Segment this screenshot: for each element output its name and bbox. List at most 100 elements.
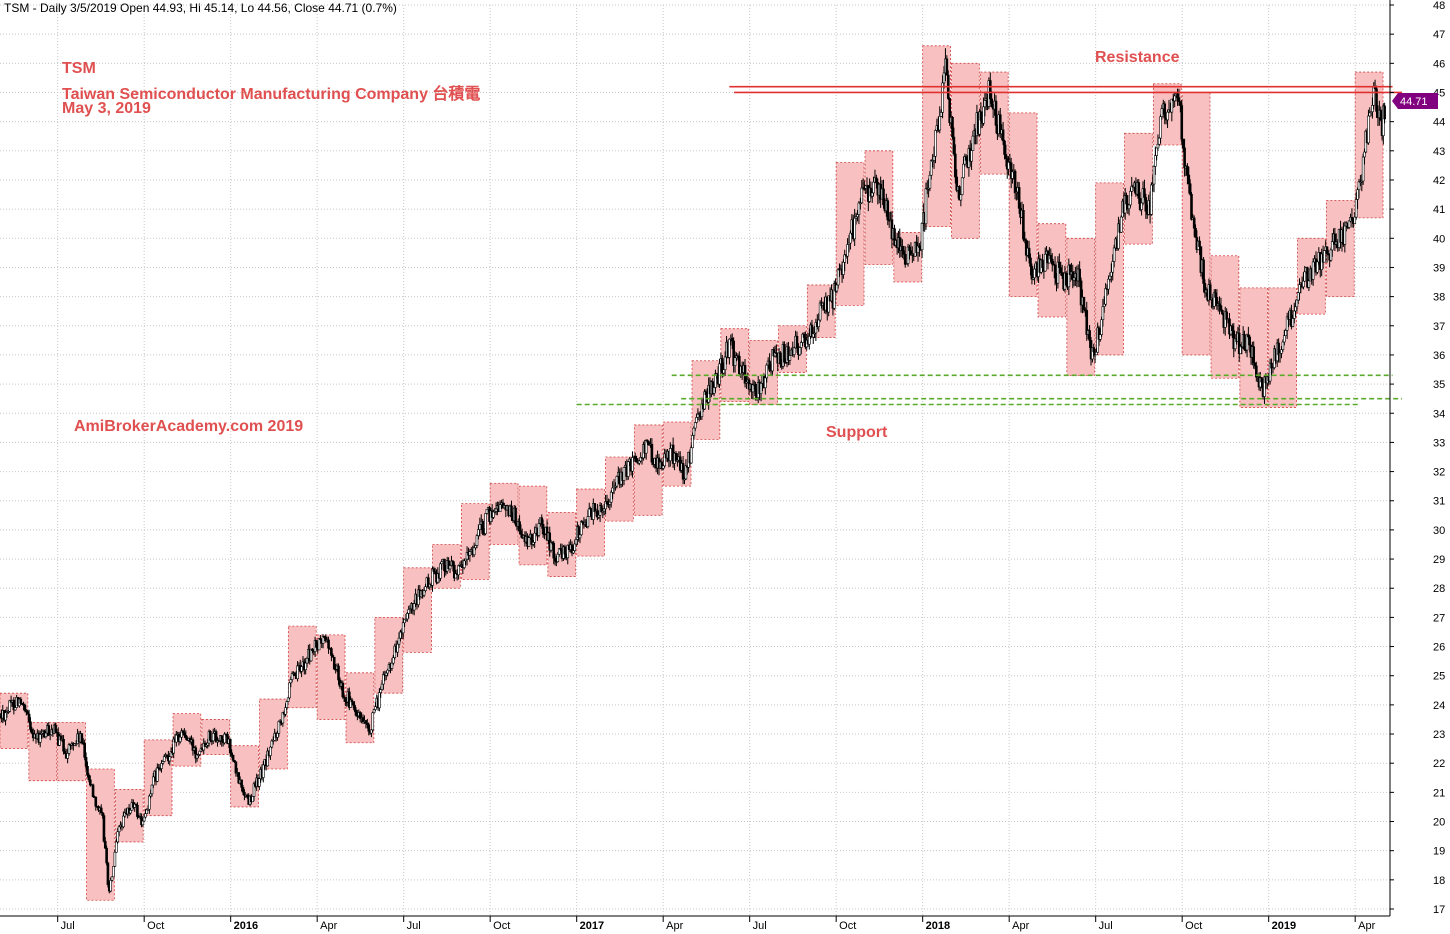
candle-body: [959, 194, 963, 201]
candle-body: [1160, 108, 1164, 117]
candle-body: [270, 740, 274, 748]
candle-body: [266, 750, 269, 767]
candle-body: [1198, 240, 1201, 248]
candle-body: [1294, 306, 1297, 312]
candle-body: [765, 364, 769, 379]
x-tick-label: 2019: [1272, 920, 1296, 932]
candle-body: [168, 756, 172, 762]
candle-body: [112, 865, 115, 878]
y-tick-label: 22: [1433, 758, 1445, 770]
candle-body: [477, 529, 480, 536]
candle-body: [832, 283, 836, 309]
candle-body: [1017, 187, 1021, 209]
x-tick-label: 2018: [926, 920, 950, 932]
candle-body: [882, 188, 885, 206]
candle-body: [371, 712, 375, 731]
company-name: Taiwan Semiconductor Manufacturing Compa…: [62, 86, 481, 103]
candle-body: [574, 539, 578, 545]
candle-body: [102, 815, 106, 842]
candle-body: [856, 214, 859, 218]
candle-body: [1280, 349, 1283, 354]
y-tick-label: 43: [1433, 146, 1445, 158]
candle-body: [893, 228, 896, 246]
candle-body: [615, 476, 619, 487]
candle-body: [1237, 332, 1241, 355]
candle-body: [277, 721, 281, 734]
y-tick-label: 34: [1433, 408, 1445, 420]
symbol-title: TSM: [62, 60, 96, 77]
x-tick-label: Oct: [147, 920, 164, 932]
candle-body: [982, 106, 985, 124]
candle-body: [951, 117, 954, 138]
candle-body: [439, 563, 442, 579]
candle-body: [903, 253, 907, 265]
candle-body: [1179, 101, 1182, 106]
candle-body: [650, 443, 654, 463]
candle-body: [1298, 284, 1301, 293]
candle-body: [233, 760, 236, 763]
candle-body: [58, 735, 61, 746]
candle-body: [728, 338, 731, 358]
candle-body: [1188, 183, 1192, 195]
candle-body: [1253, 362, 1257, 367]
candle-body: [1323, 250, 1326, 263]
candle-body: [960, 177, 964, 195]
candle-body: [284, 707, 287, 715]
candle-body: [579, 521, 583, 536]
candle-body: [622, 467, 626, 481]
candle-body: [422, 590, 426, 596]
x-tick-label: Oct: [1185, 920, 1202, 932]
candle-body: [498, 504, 502, 513]
candle-body: [514, 507, 517, 525]
candle-body: [842, 261, 845, 275]
candle-body: [1296, 292, 1300, 301]
candle-body: [952, 136, 956, 155]
candle-body: [712, 387, 716, 394]
candle-body: [557, 548, 561, 555]
candle-body: [759, 383, 763, 394]
candle-body: [846, 244, 849, 257]
candle-body: [1252, 346, 1255, 364]
candle-body: [276, 733, 279, 738]
y-tick-label: 26: [1433, 642, 1445, 654]
candle-body: [144, 813, 147, 818]
candle-body: [537, 523, 541, 536]
candle-body: [19, 698, 23, 704]
candle-body: [635, 458, 638, 463]
candle-body: [1137, 182, 1141, 199]
candle-body: [472, 547, 476, 556]
candle-body: [962, 163, 965, 179]
candle-body: [1295, 299, 1299, 308]
candle-body: [12, 699, 16, 711]
candle-body: [29, 721, 32, 730]
candle-body: [309, 648, 313, 662]
candle-body: [1173, 95, 1176, 102]
candle-body: [979, 111, 983, 121]
candle-body: [4, 712, 7, 721]
candle-body: [556, 553, 560, 563]
candle-body: [1041, 259, 1044, 268]
candle-body: [1033, 268, 1036, 279]
candle-body: [80, 733, 84, 743]
candle-body: [63, 750, 67, 754]
website-label: AmiBrokerAcademy.com 2019: [74, 418, 304, 435]
candle-body: [262, 764, 265, 778]
candle-body: [870, 192, 874, 197]
candle-body: [771, 349, 774, 372]
candle-body: [609, 491, 613, 503]
candle-body: [1129, 191, 1132, 206]
candle-body: [1060, 272, 1064, 277]
candle-body: [738, 355, 741, 374]
candle-body: [1354, 199, 1358, 218]
candle-body: [172, 738, 175, 754]
candle-body: [351, 701, 355, 706]
candle-body: [608, 501, 612, 505]
candle-body: [779, 352, 782, 365]
candle-body: [457, 565, 460, 576]
candle-body: [661, 465, 665, 469]
candle-body: [1303, 271, 1307, 282]
level-lines: [576, 85, 1403, 406]
candle-body: [23, 704, 27, 712]
candle-body: [718, 363, 721, 385]
candle-body: [533, 532, 536, 543]
